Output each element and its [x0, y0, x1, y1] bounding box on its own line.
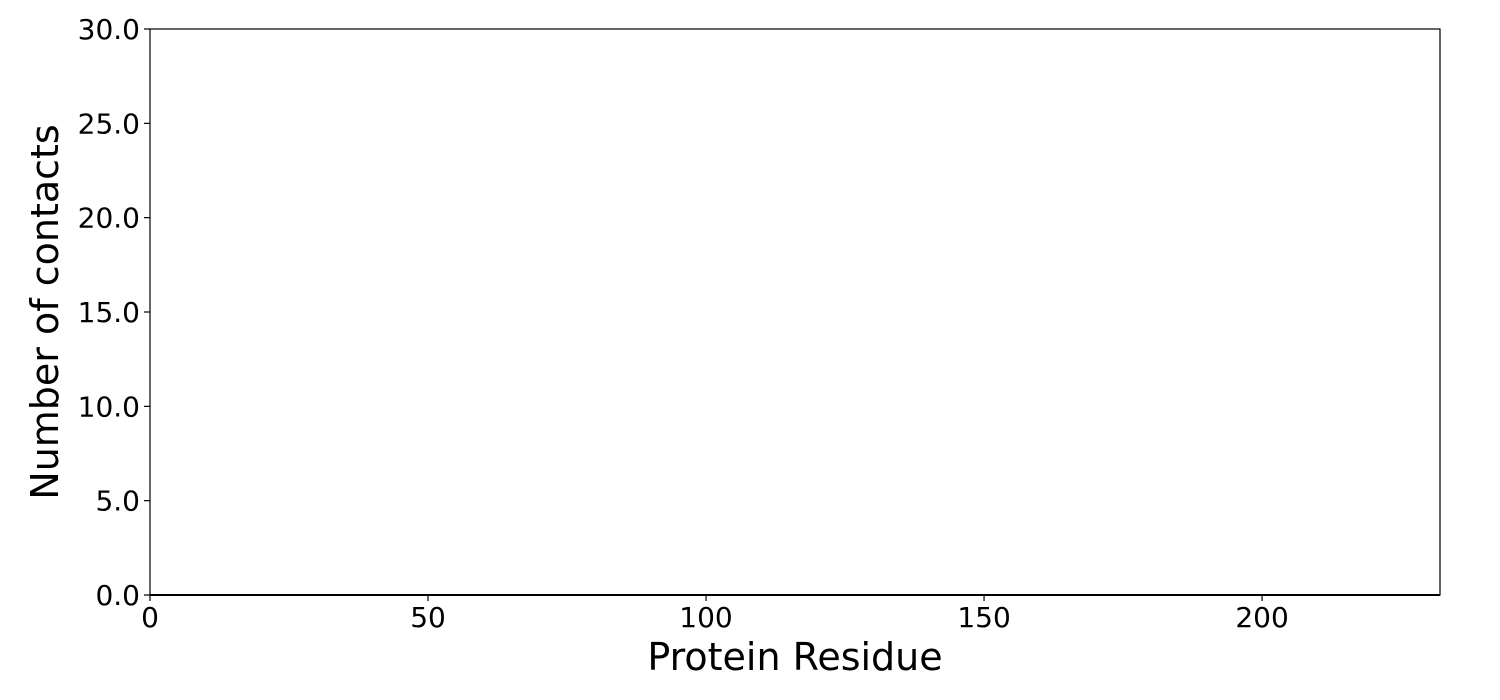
y-axis-title: Number of contacts: [23, 124, 67, 499]
y-tick-label: 20.0: [78, 202, 140, 235]
y-tick-label: 5.0: [95, 485, 140, 518]
x-axis-ticks: 0 50 100 150 200: [141, 595, 1289, 634]
y-tick-label: 10.0: [78, 390, 140, 423]
x-tick-label: 200: [1235, 601, 1288, 634]
x-tick-label: 100: [679, 601, 732, 634]
y-tick-label: 15.0: [78, 296, 140, 329]
y-tick-label: 25.0: [78, 107, 140, 140]
y-axis-ticks: 0.0 5.0 10.0 15.0 20.0 25.0 30.0: [78, 13, 150, 612]
x-tick-label: 50: [410, 601, 446, 634]
x-tick-label: 0: [141, 601, 159, 634]
y-tick-label: 30.0: [78, 13, 140, 46]
x-axis-title: Protein Residue: [647, 635, 942, 679]
y-tick-label: 0.0: [95, 579, 140, 612]
x-tick-label: 150: [957, 601, 1010, 634]
